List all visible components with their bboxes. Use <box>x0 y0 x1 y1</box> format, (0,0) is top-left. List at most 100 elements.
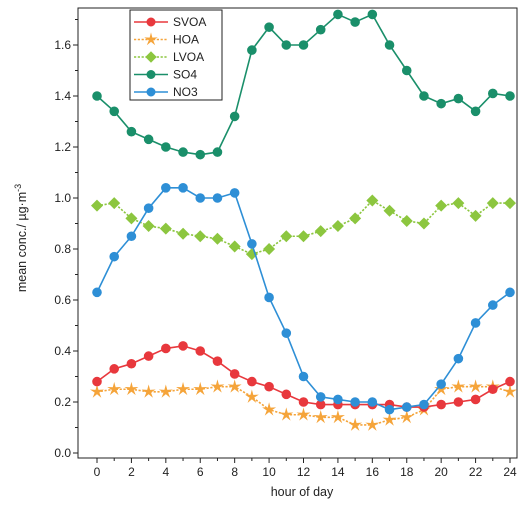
data-point-hoa <box>279 407 294 421</box>
data-point-svoa <box>143 351 154 361</box>
y-tick-label: 0.4 <box>54 344 71 358</box>
data-point-so4 <box>401 65 412 76</box>
y-tick-label: 1.6 <box>54 38 71 52</box>
data-point-svoa <box>470 394 481 405</box>
legend-marker-hoa <box>144 32 158 46</box>
legend-entry-no3: NO3 <box>134 85 198 99</box>
data-point-hoa <box>107 381 122 396</box>
data-point-lvoa <box>469 209 482 222</box>
data-point-so4 <box>109 106 120 117</box>
data-point-no3 <box>350 397 360 407</box>
data-point-hoa <box>330 409 345 424</box>
legend-marker-no3 <box>146 87 156 97</box>
data-point-no3 <box>161 183 171 193</box>
data-point-lvoa <box>331 220 344 233</box>
data-point-svoa <box>453 397 464 407</box>
plot-border <box>77 7 518 459</box>
legend: SVOA HOA LVOA SO4 NO3 <box>129 9 223 101</box>
data-point-no3 <box>487 300 498 310</box>
data-point-so4 <box>367 9 378 20</box>
data-point-hoa <box>313 409 328 424</box>
data-point-svoa <box>281 389 292 400</box>
data-point-hoa <box>176 381 191 396</box>
data-point-lvoa <box>280 230 293 243</box>
x-tick-label: 2 <box>128 465 135 479</box>
data-point-lvoa <box>228 240 241 253</box>
data-point-hoa <box>210 379 225 393</box>
data-point-hoa <box>227 379 242 393</box>
data-point-hoa <box>451 379 466 393</box>
y-tick-label: 1.2 <box>54 140 71 154</box>
data-point-so4 <box>315 24 326 35</box>
data-point-lvoa <box>486 197 499 210</box>
data-point-svoa <box>247 376 257 387</box>
data-point-lvoa <box>108 197 121 210</box>
x-tick-label: 10 <box>262 465 276 479</box>
x-tick-label: 16 <box>366 465 380 479</box>
data-point-svoa <box>126 358 137 369</box>
data-point-so4 <box>350 17 360 27</box>
data-point-lvoa <box>366 194 379 207</box>
data-point-svoa <box>195 346 206 356</box>
legend-marker-so4 <box>146 70 156 79</box>
data-point-lvoa <box>383 204 396 217</box>
data-point-lvoa <box>142 220 155 233</box>
data-point-no3 <box>315 392 326 402</box>
data-point-so4 <box>453 93 464 104</box>
legend-box <box>129 9 223 101</box>
data-point-hoa <box>244 389 259 403</box>
data-point-so4 <box>470 106 481 117</box>
data-point-so4 <box>505 91 515 101</box>
series-line-lvoa <box>96 199 510 255</box>
y-tick-label: 1.4 <box>54 89 71 103</box>
data-point-svoa <box>178 341 188 351</box>
data-point-so4 <box>333 9 343 20</box>
data-point-svoa <box>161 343 171 354</box>
data-point-lvoa <box>503 197 517 210</box>
data-point-no3 <box>195 193 206 203</box>
data-point-no3 <box>92 287 102 298</box>
data-point-so4 <box>92 91 102 101</box>
data-point-svoa <box>298 397 309 407</box>
data-point-no3 <box>367 397 378 407</box>
data-point-lvoa <box>211 232 224 245</box>
data-point-hoa <box>503 384 517 398</box>
data-point-no3 <box>264 292 274 303</box>
x-tick-label: 22 <box>469 465 483 479</box>
data-point-so4 <box>487 88 498 99</box>
data-point-hoa <box>296 407 311 421</box>
y-axis-title-main: mean conc./ µg·m <box>15 192 29 292</box>
data-point-lvoa <box>452 197 465 210</box>
data-point-no3 <box>229 188 240 198</box>
series-no3 <box>92 183 515 415</box>
x-tick-label: 14 <box>331 465 345 479</box>
data-point-so4 <box>126 126 137 137</box>
data-point-so4 <box>298 40 309 50</box>
data-point-so4 <box>161 142 171 152</box>
data-point-hoa <box>158 384 173 398</box>
x-tick-label: 24 <box>503 465 517 479</box>
data-point-lvoa <box>400 214 413 227</box>
data-point-hoa <box>399 409 414 424</box>
x-tick-label: 8 <box>231 465 238 479</box>
data-point-hoa <box>468 379 483 393</box>
legend-entry-hoa: HOA <box>134 32 199 47</box>
y-axis-title-superscript: -3 <box>13 184 23 192</box>
data-point-svoa <box>264 381 274 392</box>
data-point-hoa <box>382 412 397 426</box>
data-point-lvoa <box>159 222 172 235</box>
legend-marker-svoa <box>146 17 156 27</box>
data-point-no3 <box>143 203 154 213</box>
data-point-svoa <box>92 376 102 387</box>
data-point-no3 <box>212 193 223 203</box>
legend-entry-so4: SO4 <box>134 68 197 82</box>
data-point-svoa <box>505 376 515 387</box>
data-point-no3 <box>436 379 446 389</box>
y-tick-label: 0.0 <box>54 446 71 460</box>
legend-label-svoa: SVOA <box>173 15 206 29</box>
data-point-so4 <box>143 134 154 145</box>
x-tick-label: 4 <box>162 465 169 479</box>
data-point-lvoa <box>263 242 276 256</box>
data-point-hoa <box>365 417 380 431</box>
data-point-so4 <box>195 149 206 160</box>
